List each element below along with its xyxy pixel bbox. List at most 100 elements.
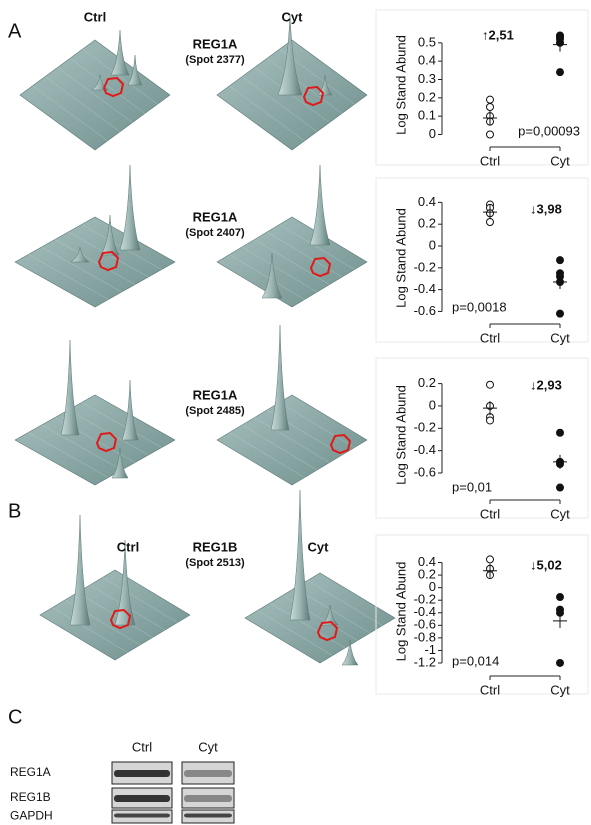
data-point bbox=[486, 95, 494, 104]
spot-outline bbox=[109, 608, 132, 630]
mean-marker bbox=[553, 37, 567, 52]
blot-column-label: Cyt bbox=[198, 739, 218, 754]
panel-label: A bbox=[8, 20, 22, 42]
panel-label: C bbox=[8, 706, 22, 728]
y-axis-label: Log Stand Abund bbox=[393, 562, 408, 662]
p-value: p=0,00093 bbox=[518, 123, 580, 138]
surface-ridge bbox=[229, 85, 305, 142]
chart: Log Stand Abund-1.2-1-0.8-0.6-0.4-0.200.… bbox=[375, 534, 589, 697]
data-point bbox=[486, 416, 494, 425]
mean-marker bbox=[553, 275, 567, 289]
data-point bbox=[556, 68, 564, 77]
surface-ridge bbox=[241, 76, 318, 132]
data-point bbox=[486, 103, 494, 111]
surface-ridge bbox=[28, 254, 109, 300]
surface-peak bbox=[100, 214, 120, 256]
spot-outline bbox=[97, 250, 120, 272]
blot-band bbox=[114, 813, 170, 818]
y-tick-label: 0.4 bbox=[418, 194, 436, 209]
surface-ridge bbox=[307, 580, 383, 626]
blot-band bbox=[184, 795, 232, 802]
surface-peak bbox=[114, 539, 136, 626]
y-tick-label: 0 bbox=[429, 579, 436, 594]
charts: Log Stand Abund 0 0.1 0.2 0.3 0.4 0.5 Ctrl Cyt ↑2… bbox=[375, 9, 589, 697]
y-tick-label: 0.2 bbox=[418, 216, 436, 231]
y-tick-label: -0.4 bbox=[414, 442, 436, 457]
surface-peak bbox=[341, 639, 359, 666]
surface-ridge bbox=[241, 424, 318, 471]
chart-frame bbox=[375, 357, 589, 519]
surface-peak bbox=[70, 246, 90, 263]
surface-ridge bbox=[41, 424, 122, 471]
panel-label: B bbox=[8, 500, 21, 522]
surface-ridge bbox=[81, 402, 162, 448]
y-tick-label: 0.5 bbox=[418, 34, 436, 49]
fold-change: ↓2,93 bbox=[530, 377, 562, 392]
y-tick-label: -0.2 bbox=[414, 420, 436, 435]
surface-peak bbox=[321, 604, 339, 626]
surface-ridge bbox=[229, 254, 305, 300]
spot-outline bbox=[316, 620, 339, 642]
x-tick-label: Ctrl bbox=[480, 330, 500, 345]
blot-band bbox=[114, 770, 170, 777]
chart: Log Stand Abund -0.6 -0.4 -0.2 0 0.2 0.4 Ctrl Cy… bbox=[375, 177, 589, 345]
surface-ridge bbox=[52, 607, 128, 653]
surface-peak bbox=[309, 164, 331, 246]
y-tick-label: -0.2 bbox=[414, 592, 436, 607]
surface-ridge bbox=[257, 610, 333, 656]
surface-ridge bbox=[269, 602, 346, 649]
surface-ridge bbox=[77, 592, 153, 638]
x-tick-label: Cyt bbox=[550, 153, 570, 168]
column-header: Ctrl bbox=[117, 539, 139, 554]
surface-ridge bbox=[32, 85, 108, 142]
protein-label: REG1B bbox=[193, 539, 238, 554]
data-point bbox=[486, 555, 494, 564]
p-value: p=0,01 bbox=[452, 479, 492, 494]
spot-label: (Spot 2485) bbox=[185, 405, 245, 417]
chart-frame bbox=[375, 9, 589, 166]
y-tick-label: 0.2 bbox=[418, 567, 436, 582]
surface-peak bbox=[119, 164, 141, 251]
surface-ridge bbox=[266, 58, 343, 114]
surface-peak bbox=[277, 14, 303, 96]
data-point bbox=[486, 218, 494, 226]
data-point bbox=[556, 483, 564, 492]
p-value: p=0,0018 bbox=[452, 299, 507, 314]
spot-label: (Spot 2407) bbox=[185, 227, 245, 239]
surface-peak bbox=[121, 379, 139, 441]
x-tick-label: Cyt bbox=[550, 330, 570, 345]
surface-peak bbox=[270, 324, 290, 431]
surface-peak bbox=[60, 339, 80, 436]
data-point bbox=[556, 593, 564, 602]
y-tick-label: 0 bbox=[429, 397, 436, 412]
surface-plots bbox=[14, 14, 396, 666]
chart: Log Stand Abund -0.6 -0.4 -0.2 0 0.2 Ctrl Cyt ↓2… bbox=[375, 357, 589, 521]
y-tick-label: -0.8 bbox=[414, 629, 436, 644]
data-point bbox=[556, 658, 564, 667]
surface-ridge bbox=[279, 402, 355, 448]
data-point bbox=[486, 380, 494, 389]
surface-ridge bbox=[57, 67, 133, 123]
y-tick-label: -0.4 bbox=[414, 604, 436, 619]
protein-label: REG1A bbox=[193, 36, 238, 51]
spot-label: (Spot 2377) bbox=[185, 54, 245, 66]
surface-ridge bbox=[82, 48, 158, 105]
spot-label: (Spot 2513) bbox=[185, 557, 245, 569]
fold-change: ↓3,98 bbox=[530, 201, 562, 216]
chart-frame bbox=[375, 177, 589, 343]
protein-label: REG1A bbox=[193, 387, 238, 402]
mean-marker bbox=[553, 454, 567, 469]
fold-change: ↑2,51 bbox=[482, 27, 514, 42]
mean-marker bbox=[553, 613, 567, 628]
y-tick-label: -0.2 bbox=[414, 259, 436, 274]
y-tick-label: -1 bbox=[424, 642, 436, 657]
surface-ridge bbox=[294, 587, 371, 634]
data-point bbox=[556, 428, 564, 437]
spot-outline bbox=[309, 256, 332, 278]
x-tick-label: Ctrl bbox=[480, 153, 500, 168]
surface-ridge bbox=[102, 577, 178, 623]
y-tick-label: -0.4 bbox=[414, 281, 436, 296]
y-tick-label: 0.3 bbox=[418, 71, 436, 86]
surface-ridge bbox=[229, 432, 305, 478]
